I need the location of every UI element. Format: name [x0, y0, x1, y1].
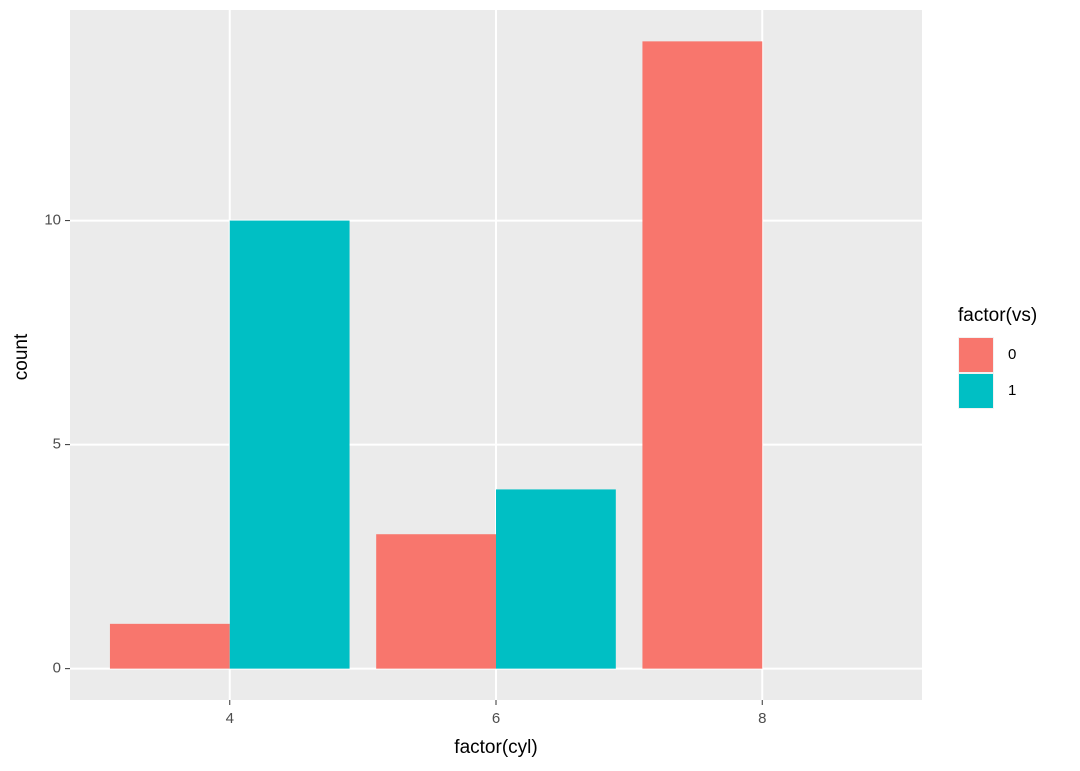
- bars: [109, 41, 763, 669]
- bar: [229, 220, 350, 669]
- legend: 01: [958, 337, 1016, 409]
- bar: [376, 534, 496, 669]
- y-tick-label: 0: [53, 660, 61, 677]
- x-tick-label: 4: [226, 710, 234, 727]
- axes: 0 5 10 4 6 8: [44, 212, 766, 727]
- x-tick-label: 8: [758, 710, 766, 727]
- bar: [496, 489, 616, 669]
- legend-title: factor(vs): [958, 305, 1037, 326]
- legend-key: [959, 374, 993, 408]
- legend-label: 1: [1008, 382, 1016, 399]
- y-axis-title: count: [11, 333, 32, 380]
- x-tick-label: 6: [492, 710, 500, 727]
- y-tick-label: 5: [53, 436, 61, 453]
- legend-key: [959, 338, 993, 372]
- y-tick-label: 10: [44, 212, 61, 229]
- legend-label: 0: [1008, 346, 1016, 363]
- x-axis-title: factor(cyl): [454, 737, 537, 758]
- bar: [109, 623, 230, 669]
- bar: [642, 41, 763, 669]
